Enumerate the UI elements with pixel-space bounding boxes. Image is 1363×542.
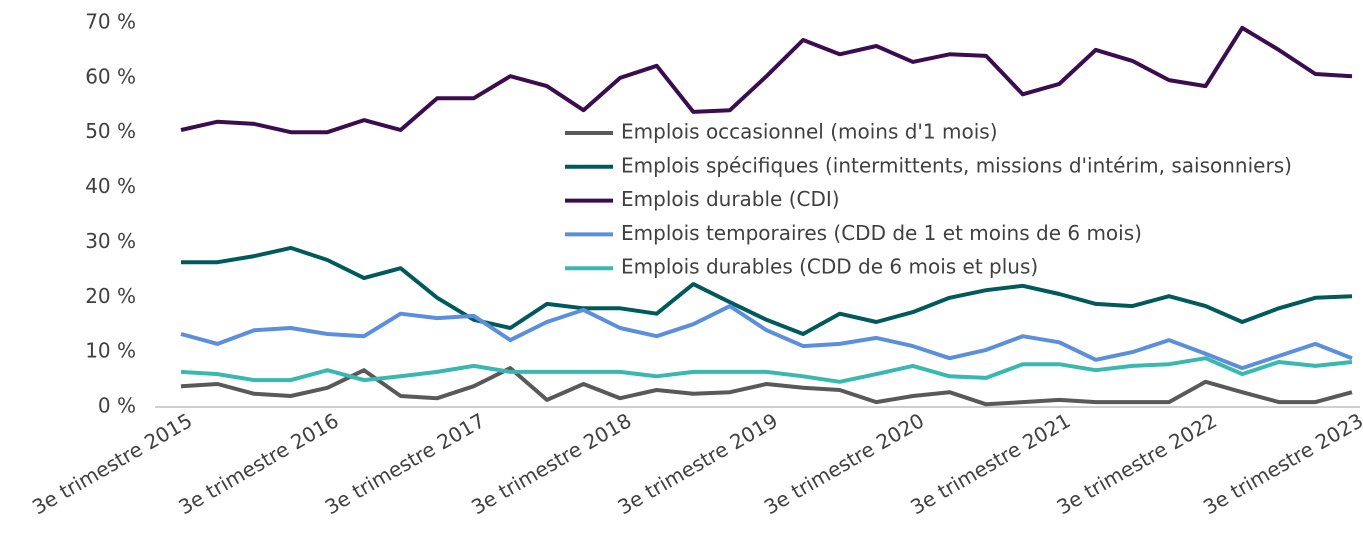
x-tick-label: 3e trimestre 2021 bbox=[906, 408, 1074, 519]
x-tick-label: 3e trimestre 2020 bbox=[760, 408, 928, 519]
x-tick-label: 3e trimestre 2015 bbox=[28, 408, 196, 519]
y-tick-label: 50 % bbox=[85, 119, 136, 143]
legend-label: Emplois durables (CDD de 6 mois et plus) bbox=[621, 255, 1038, 279]
y-tick-label: 60 % bbox=[85, 64, 136, 88]
y-tick-label: 30 % bbox=[85, 229, 136, 253]
x-tick-label: 3e trimestre 2017 bbox=[321, 408, 489, 519]
legend-label: Emplois temporaires (CDD de 1 et moins d… bbox=[621, 221, 1142, 245]
legend-label: Emplois spécifiques (intermittents, miss… bbox=[621, 153, 1292, 177]
x-tick-label: 3e trimestre 2018 bbox=[467, 408, 635, 519]
series-line bbox=[180, 25, 1353, 135]
legend-label: Emplois durable (CDI) bbox=[621, 187, 840, 211]
x-tick-label: 3e trimestre 2016 bbox=[174, 408, 342, 519]
x-tick-label: 3e trimestre 2022 bbox=[1053, 408, 1221, 519]
y-tick-label: 40 % bbox=[85, 174, 136, 198]
x-tick-label: 3e trimestre 2019 bbox=[614, 408, 782, 519]
legend-label: Emplois occasionnel (moins d'1 mois) bbox=[621, 120, 998, 144]
y-tick-label: 20 % bbox=[85, 284, 136, 308]
series-line bbox=[180, 304, 1353, 371]
series-line bbox=[181, 245, 1353, 336]
x-tick-label: 3e trimestre 2023 bbox=[1199, 408, 1363, 519]
series-line bbox=[180, 356, 1353, 384]
y-tick-label: 10 % bbox=[85, 339, 136, 363]
y-tick-label: 70 % bbox=[85, 10, 136, 34]
y-tick-label: 0 % bbox=[98, 394, 136, 418]
